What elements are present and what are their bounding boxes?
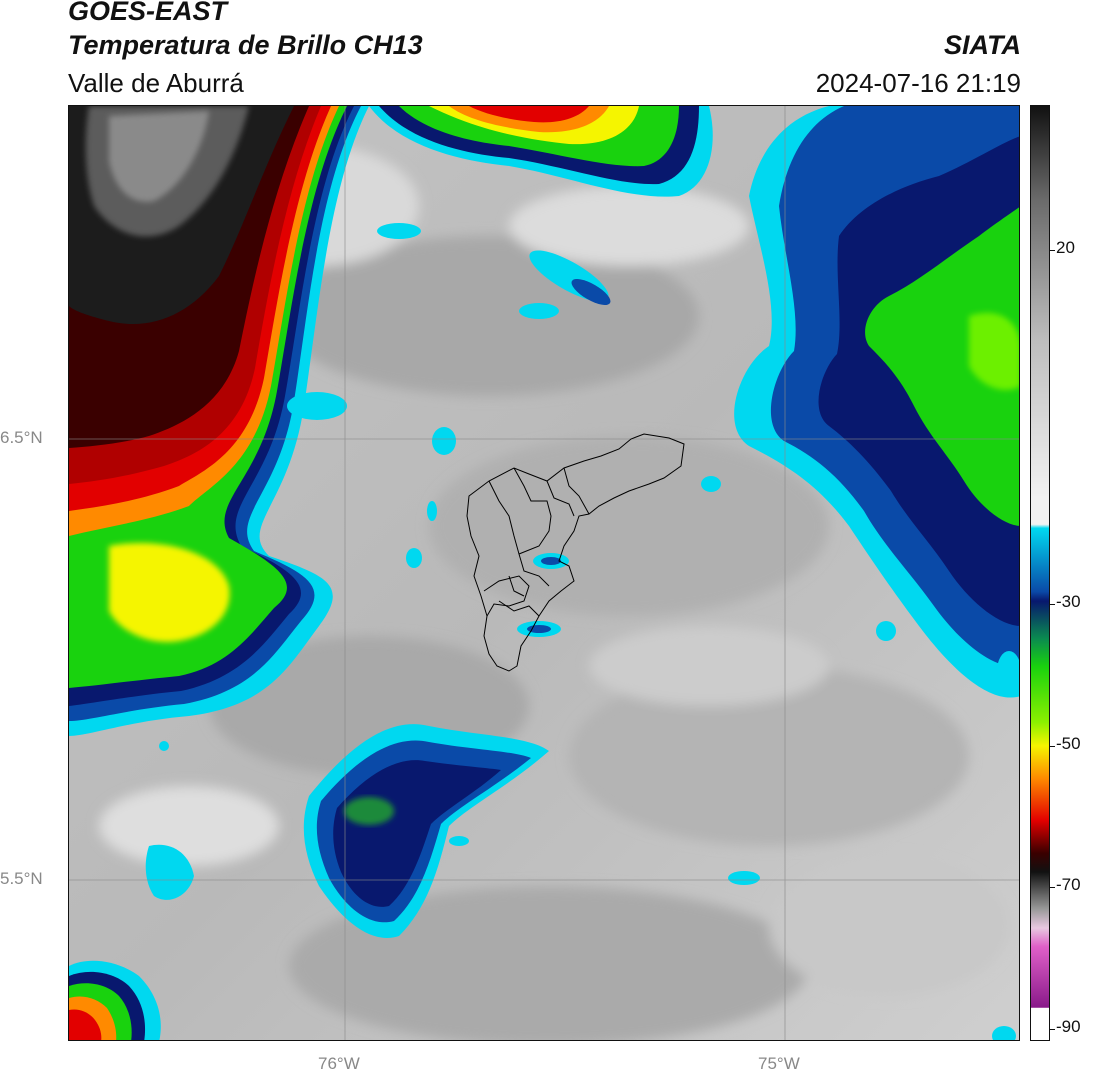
- map-canvas: [69, 106, 1019, 1040]
- scattered-cells: [159, 223, 1019, 1040]
- storm-east: [734, 106, 1019, 698]
- satellite-title: GOES-EAST: [68, 0, 228, 26]
- colorbar: [1030, 105, 1050, 1041]
- colorbar-tick-20: 20: [1056, 238, 1075, 257]
- satellite-map[interactable]: [68, 105, 1020, 1041]
- valle-aburra-outline: [466, 433, 685, 672]
- colorbar-tick-mark: [1050, 1029, 1055, 1030]
- storm-northwest: [69, 106, 369, 736]
- lat-label-6.5n: 6.5°N: [0, 428, 43, 447]
- colorbar-tick-mark: [1050, 250, 1055, 251]
- datetime-label: 2024-07-16 21:19: [815, 68, 1021, 98]
- colorbar-tick-mark: [1050, 746, 1055, 747]
- colorbar-tick-minus70: -70: [1056, 875, 1081, 894]
- storm-south-center: [303, 724, 549, 938]
- lat-label-5.5n: 5.5°N: [0, 869, 43, 888]
- product-title: Temperatura de Brillo CH13: [68, 30, 423, 60]
- organization-label: SIATA: [944, 30, 1021, 60]
- colorbar-tick-mark: [1050, 887, 1055, 888]
- lon-label-76w: 76°W: [318, 1054, 360, 1073]
- colorbar-tick-mark: [1050, 604, 1055, 605]
- gridlines: [69, 106, 1019, 1040]
- lon-label-75w: 75°W: [758, 1054, 800, 1073]
- colorbar-tick-minus30: -30: [1056, 592, 1081, 611]
- colorbar-tick-minus50: -50: [1056, 734, 1081, 753]
- storm-north: [369, 106, 713, 197]
- storm-southwest: [69, 844, 194, 1040]
- colorbar-tick-minus90: -90: [1056, 1017, 1081, 1036]
- region-subtitle: Valle de Aburrá: [68, 68, 244, 98]
